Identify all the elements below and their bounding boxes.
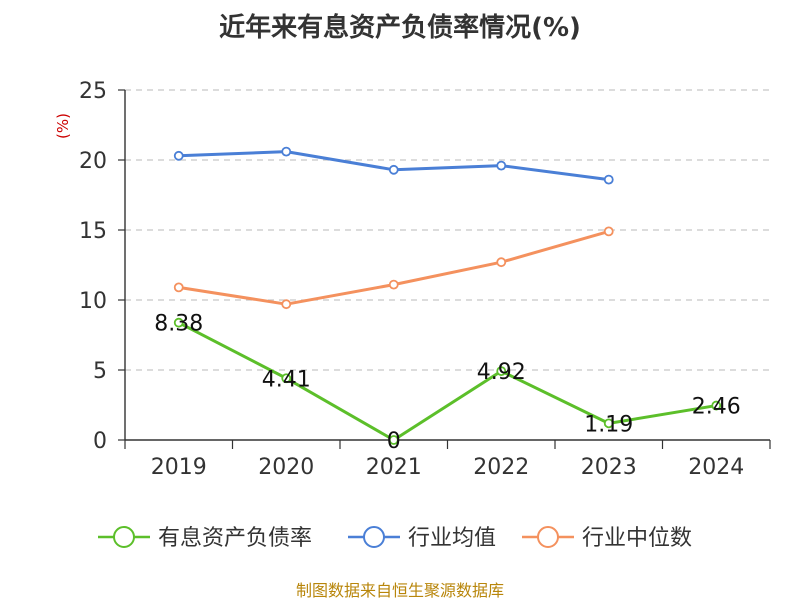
y-tick-label: 20	[79, 149, 107, 174]
series-point	[603, 418, 614, 429]
series-point	[496, 160, 507, 171]
series-line	[178, 321, 717, 442]
source-note: 制图数据来自恒生聚源数据库	[296, 581, 504, 600]
legend-label: 行业中位数	[582, 526, 692, 551]
series-point	[173, 317, 184, 328]
y-tick-label: 0	[93, 429, 107, 454]
data-label: 1.19	[584, 412, 633, 437]
series-point	[388, 279, 399, 290]
series-point	[281, 146, 292, 157]
series-point	[603, 174, 614, 185]
series-point	[173, 150, 184, 161]
series-point	[281, 299, 292, 310]
series-point	[603, 226, 614, 237]
x-tick-label: 2021	[366, 455, 422, 480]
x-tick-label: 2024	[688, 455, 744, 480]
legend-swatch-marker	[363, 526, 385, 548]
y-axis-unit: (%)	[54, 113, 72, 139]
x-tick-label: 2023	[581, 455, 637, 480]
series-line	[178, 229, 610, 306]
data-label: 2.46	[692, 395, 741, 420]
x-tick-label: 2020	[258, 455, 314, 480]
y-tick-label: 15	[79, 219, 107, 244]
series-point	[496, 366, 507, 377]
axis-layer: 0 5 10 15 20 25 2019 2020 2021 2022 2023 2024	[79, 79, 771, 480]
y-tick-label: 10	[79, 289, 107, 314]
series-point	[173, 282, 184, 293]
series-layer	[173, 146, 722, 445]
data-label: 4.41	[262, 367, 311, 392]
series-point	[388, 435, 399, 445]
data-label: 0	[387, 429, 401, 454]
legend-swatch-marker	[113, 526, 135, 548]
data-label: 8.38	[154, 312, 203, 337]
legend-swatch-marker	[537, 526, 559, 548]
legend-label: 行业均值	[408, 526, 496, 551]
chart-title: 近年来有息资产负债率情况(%)	[219, 12, 581, 43]
grid-layer	[125, 89, 770, 371]
y-tick-label: 5	[93, 359, 107, 384]
x-tick-label: 2022	[473, 455, 529, 480]
series-point	[281, 373, 292, 384]
x-tick-label: 2019	[151, 455, 207, 480]
legend-layer: 有息资产负债率 行业均值 行业中位数	[98, 526, 692, 551]
label-layer: 8.38 4.41 0 4.92 1.19 2.46	[154, 312, 740, 454]
legend-label: 有息资产负债率	[158, 526, 312, 551]
series-point	[496, 257, 507, 268]
y-tick-label: 25	[79, 79, 107, 104]
data-label: 4.92	[477, 360, 526, 385]
series-point	[388, 164, 399, 175]
series-point	[711, 400, 722, 411]
